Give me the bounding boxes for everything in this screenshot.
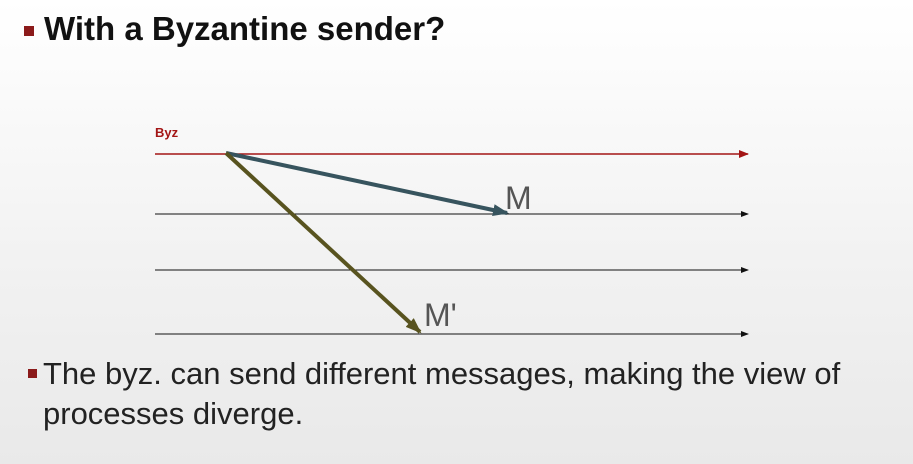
- byz-sender-label: Byz: [155, 125, 179, 140]
- slide-title-row: With a Byzantine sender?: [24, 10, 445, 48]
- bullet-marker: [28, 369, 37, 378]
- bullet-marker: [24, 26, 34, 36]
- slide-body-text: The byz. can send different messages, ma…: [43, 356, 841, 431]
- message-m-label: M: [505, 180, 532, 216]
- slide-body-row: The byz. can send different messages, ma…: [28, 354, 908, 434]
- message-m-prime-arrow: [224, 151, 422, 334]
- message-m-arrow: [225, 151, 509, 216]
- slide-title: With a Byzantine sender?: [44, 10, 446, 47]
- message-m-prime-label: M': [424, 297, 457, 333]
